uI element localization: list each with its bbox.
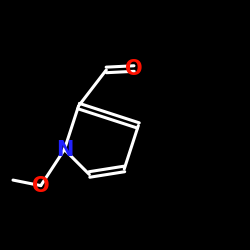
Text: O: O — [125, 58, 143, 78]
Text: N: N — [56, 140, 73, 160]
Text: O: O — [32, 176, 50, 196]
